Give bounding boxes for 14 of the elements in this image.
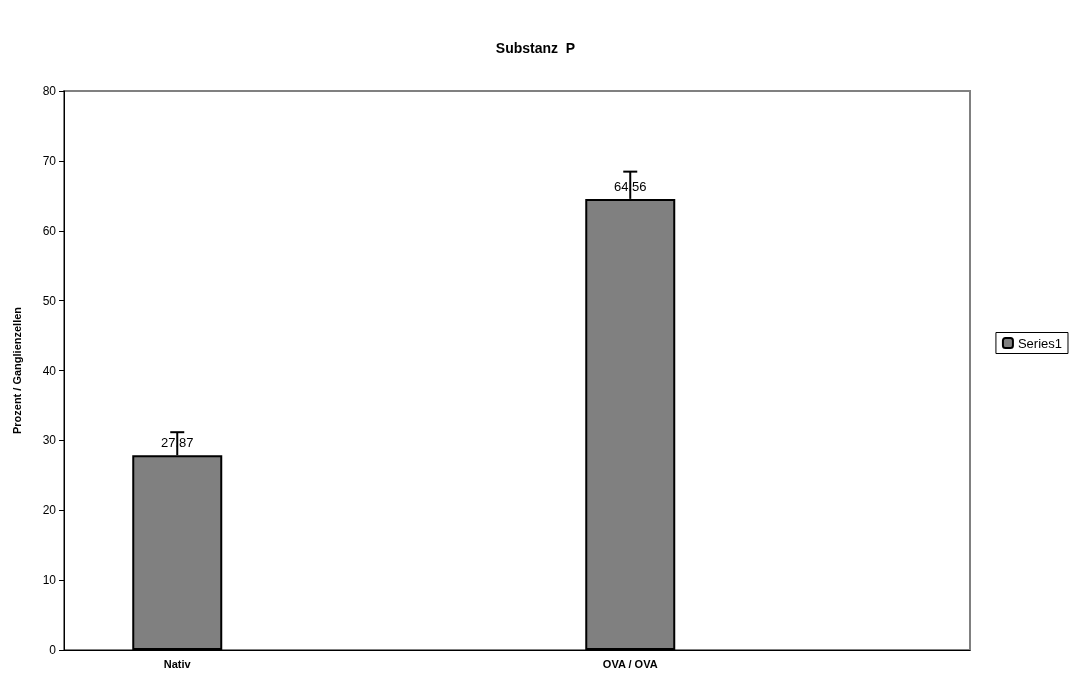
y-tick-label: 70 [42,153,57,168]
y-axis-title: Prozent / Ganglienzellen [10,306,23,435]
y-tick-label: 80 [42,84,57,98]
y-tick-label: 30 [42,433,57,448]
y-tick-label: 20 [42,503,57,518]
x-tick-label: OVA / OVA [602,657,658,670]
y-tick-label: 0 [49,643,57,657]
y-tick-label: 60 [42,223,57,238]
y-tick-label: 50 [42,293,57,308]
chart-title: Substanz P [495,40,576,56]
x-tick-label: Nativ [163,657,192,670]
y-tick-label: 40 [42,363,57,378]
legend-label: Series1 [1017,335,1062,351]
y-tick-label: 10 [42,573,57,588]
